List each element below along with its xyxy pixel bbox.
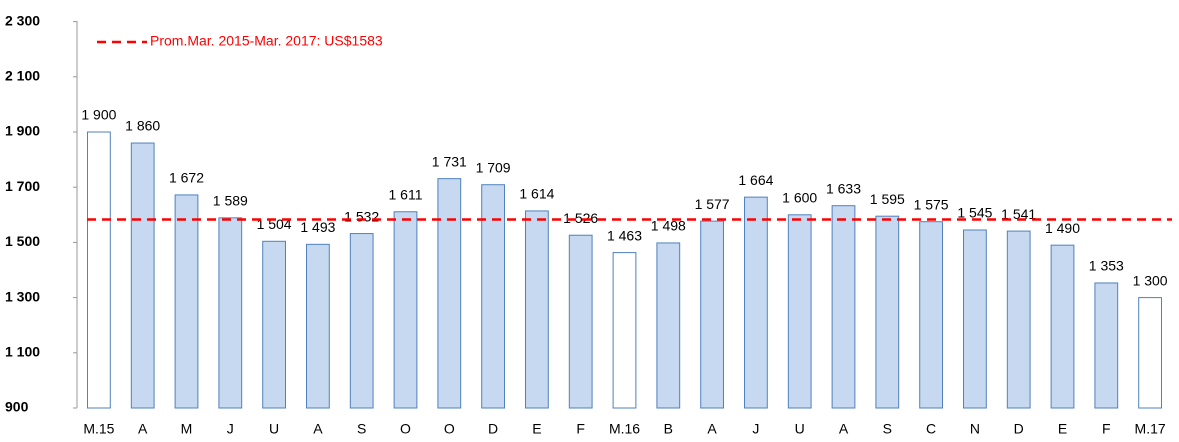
bar [130, 142, 155, 409]
x-tick-label: F [1102, 421, 1111, 437]
value-label: 1 672 [169, 170, 204, 186]
bar [963, 229, 987, 409]
x-tick-label: M.16 [609, 421, 640, 437]
bar [437, 178, 462, 409]
value-label: 1 611 [389, 186, 423, 202]
x-tick-label: D [488, 421, 498, 437]
value-label: 1 575 [914, 196, 949, 212]
bar [1050, 244, 1075, 409]
x-tick-label: C [926, 421, 936, 437]
x-tick-label: S [883, 421, 892, 437]
value-label: 1 664 [738, 172, 773, 188]
bar [568, 234, 593, 409]
y-tick-label: 1 900 [5, 123, 40, 139]
bar [700, 220, 724, 409]
value-label: 1 900 [81, 107, 116, 123]
value-label: 1 860 [125, 118, 160, 134]
x-tick-label: N [970, 421, 980, 437]
y-tick-label: 1 700 [5, 178, 40, 194]
bar [919, 221, 943, 409]
x-tick-label: U [269, 421, 279, 437]
y-tick-label: 2 300 [5, 12, 40, 28]
x-tick-label: A [313, 421, 323, 437]
bar [306, 243, 330, 409]
x-tick-label: J [752, 421, 759, 437]
x-tick-label: M [181, 421, 193, 437]
x-tick-label: A [138, 421, 148, 437]
value-label: 1 577 [695, 196, 730, 212]
value-label: 1 545 [957, 205, 992, 221]
y-tick-label: 1 100 [5, 344, 40, 360]
bar [656, 242, 681, 409]
bar [1138, 297, 1162, 409]
bar [218, 217, 243, 409]
x-tick-label: M.17 [1135, 421, 1166, 437]
bar [1006, 230, 1031, 409]
x-tick-label: A [839, 421, 849, 437]
y-tick-label: 2 100 [5, 68, 40, 84]
value-label: 1 595 [870, 191, 905, 207]
value-label: 1 353 [1089, 258, 1124, 274]
bar [1094, 282, 1119, 409]
bar [393, 211, 418, 409]
value-label: 1 463 [607, 227, 642, 243]
x-tick-label: S [357, 421, 366, 437]
x-tick-label: U [795, 421, 805, 437]
bar [87, 131, 111, 409]
value-label: 1 731 [432, 153, 467, 169]
x-tick-label: E [1058, 421, 1067, 437]
value-label: 1 300 [1133, 272, 1168, 288]
legend-label: Prom.Mar. 2015-Mar. 2017: US$1583 [150, 33, 383, 49]
x-tick-label: A [707, 421, 717, 437]
value-label: 1 541 [1001, 206, 1036, 222]
y-tick-label: 900 [5, 399, 29, 415]
x-tick-label: E [532, 421, 541, 437]
value-label: 1 493 [300, 219, 335, 235]
bar [262, 240, 286, 409]
x-tick-label: J [227, 421, 234, 437]
value-label: 1 532 [344, 208, 379, 224]
bar [525, 210, 549, 409]
value-label: 1 600 [782, 190, 817, 206]
y-tick-label: 1 300 [5, 288, 40, 304]
value-label: 1 633 [826, 180, 861, 196]
bar [349, 233, 374, 409]
value-label: 1 498 [651, 218, 686, 234]
x-tick-label: B [664, 421, 673, 437]
x-tick-label: M.15 [83, 421, 114, 437]
value-label: 1 526 [563, 210, 598, 226]
bar [174, 194, 199, 409]
value-label: 1 589 [213, 193, 248, 209]
bar [787, 214, 812, 409]
x-tick-label: D [1014, 421, 1024, 437]
bar [481, 184, 505, 409]
y-tick-label: 1 500 [5, 233, 40, 249]
value-label: 1 709 [476, 159, 511, 175]
bar [612, 252, 637, 409]
x-tick-label: O [444, 421, 455, 437]
bar [744, 196, 768, 409]
bar [831, 205, 856, 409]
bar [875, 215, 900, 409]
value-label: 1 490 [1045, 220, 1080, 236]
x-tick-label: F [576, 421, 585, 437]
value-label: 1 614 [519, 186, 554, 202]
x-tick-label: O [400, 421, 411, 437]
